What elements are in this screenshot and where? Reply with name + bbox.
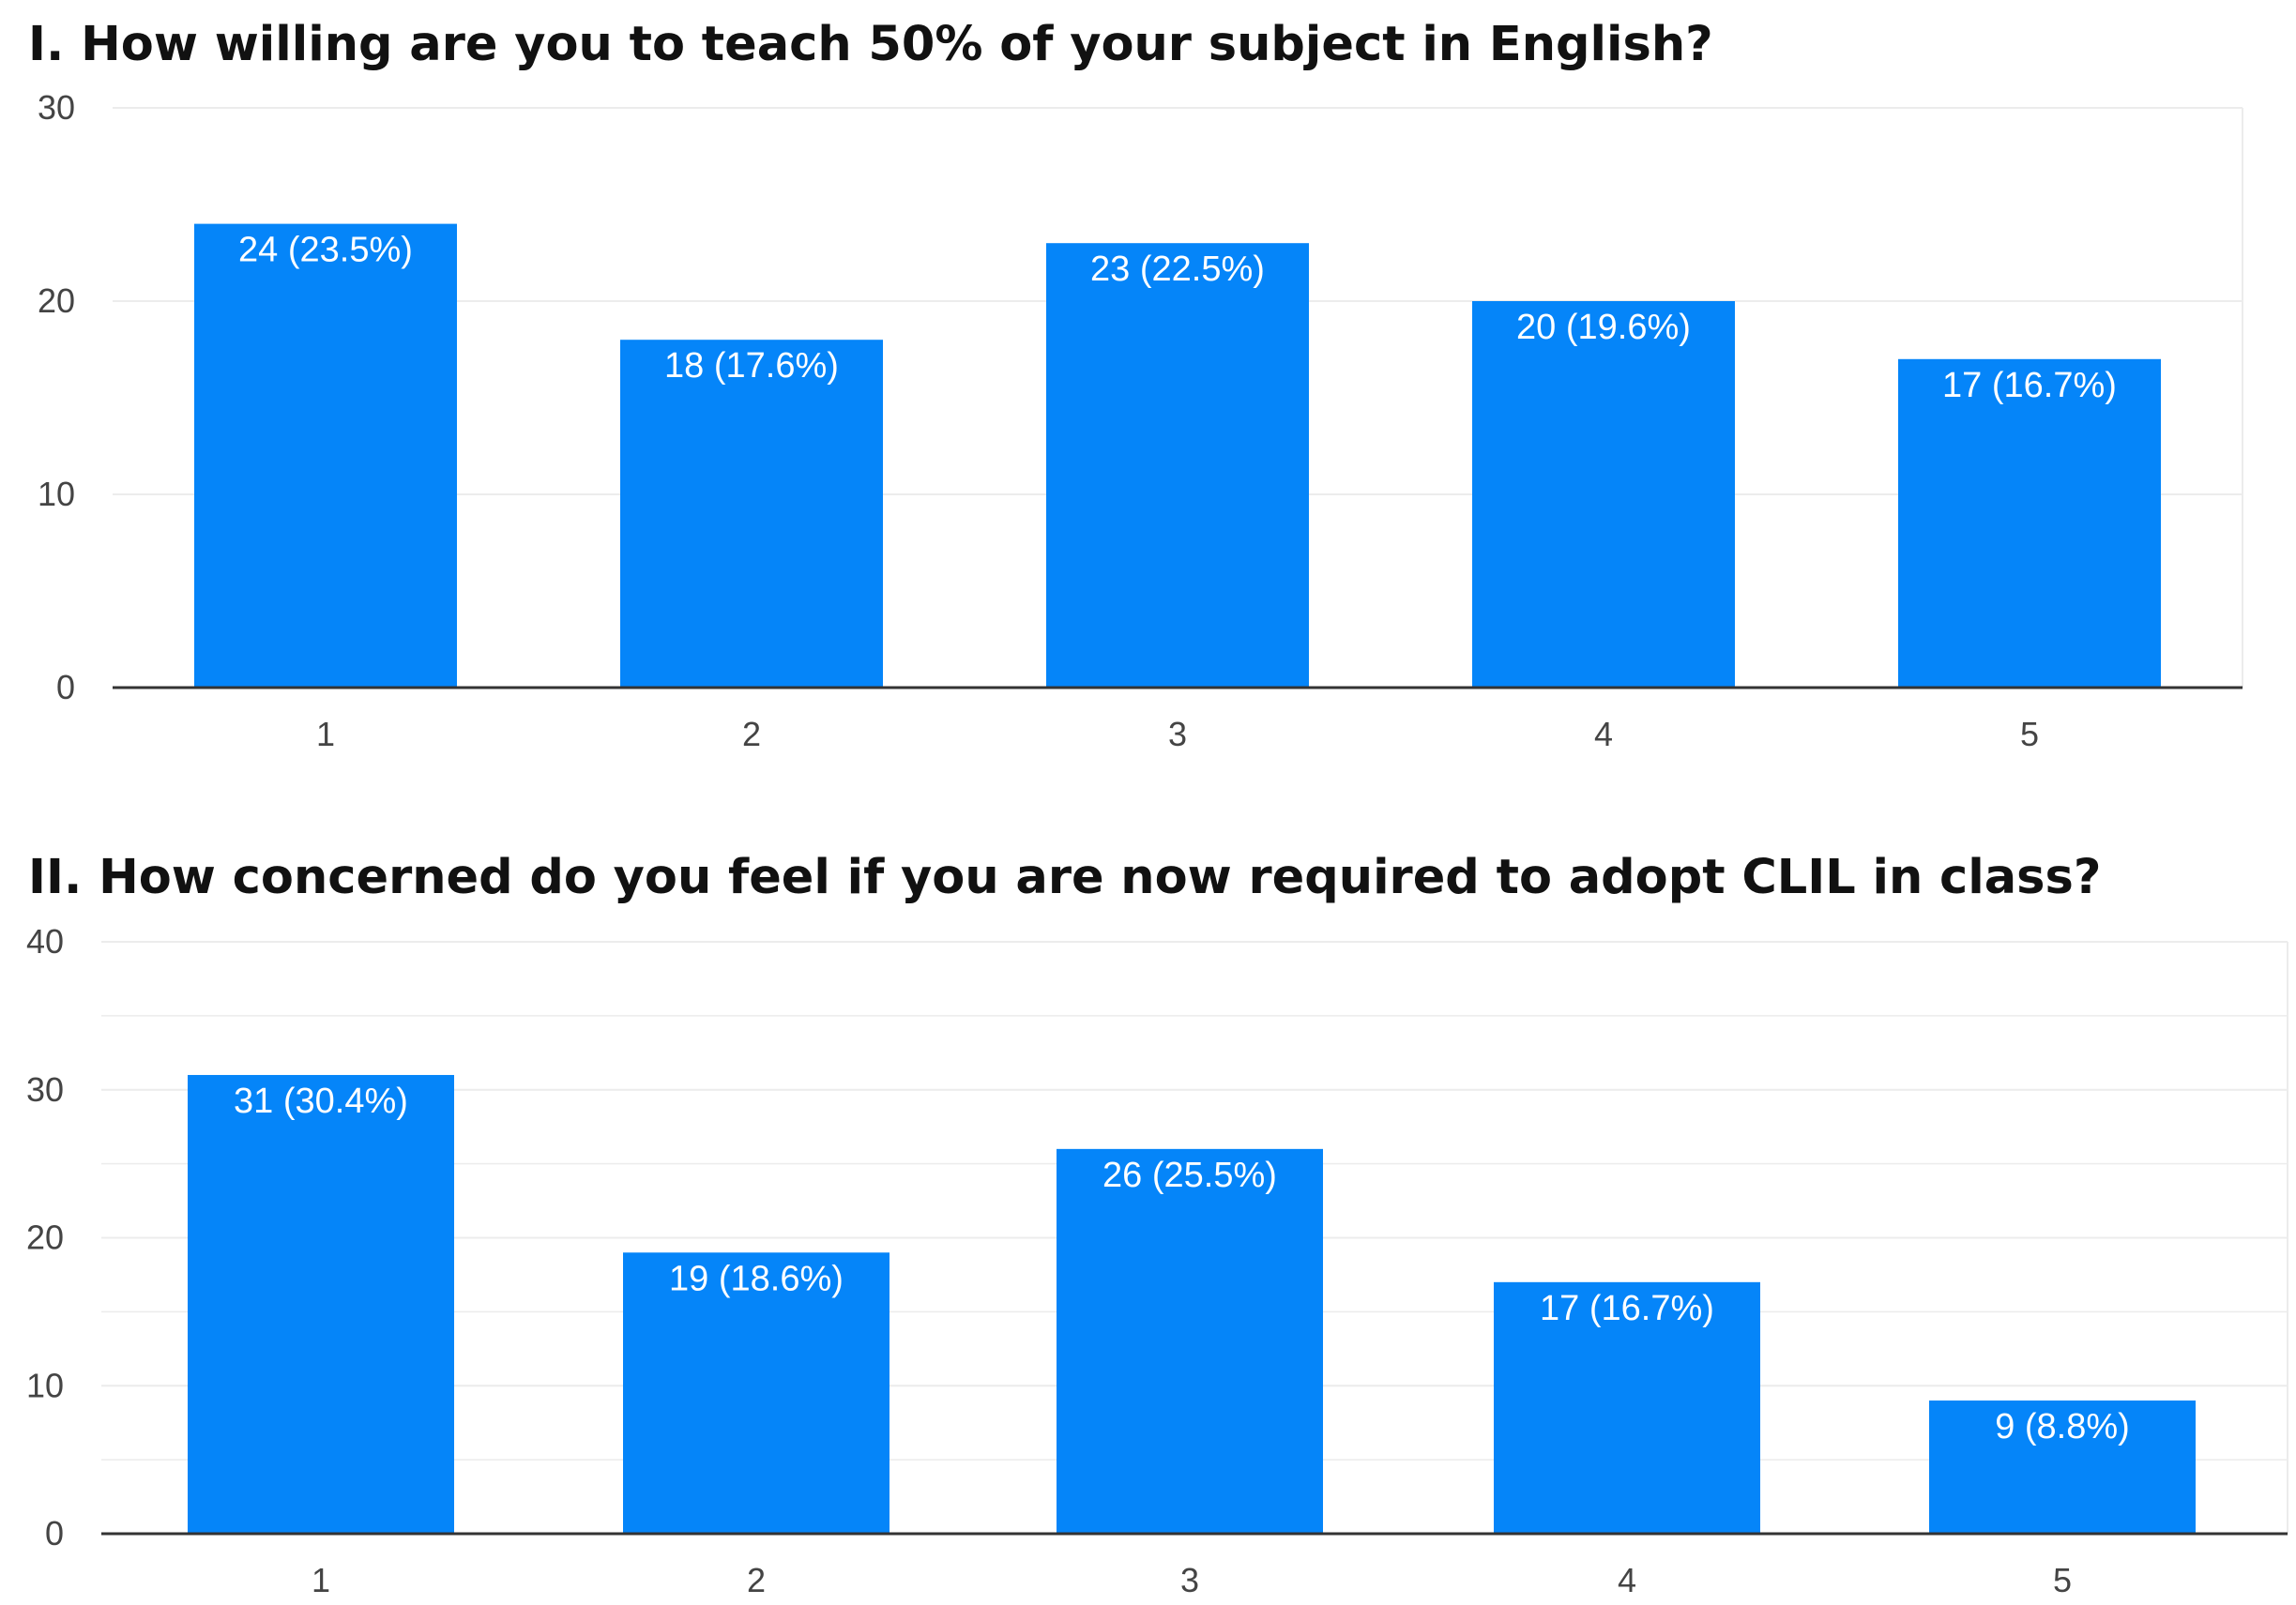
- chart-1-plot: 0 10 20 30 24 (23.5%) 1 18 (17.6%) 2 23 (22.5%) 3…: [38, 88, 2243, 753]
- x-tick-label: 3: [1168, 715, 1187, 753]
- chart-1-data-label-3: 23 (22.5%): [1090, 250, 1265, 289]
- chart-2-plot: 0 10 20 30 40 31 (30.4%) 1 19 (18.6%) 2 26 (25.5%…: [26, 922, 2288, 1599]
- y-tick-label: 30: [38, 88, 75, 127]
- chart-2-data-label-1: 31 (30.4%): [234, 1082, 408, 1121]
- y-tick-label: 20: [26, 1219, 64, 1257]
- chart-2-bar-1: [188, 1074, 454, 1534]
- x-tick-label: 1: [312, 1561, 330, 1599]
- x-tick-label: 2: [742, 715, 761, 753]
- chart-1-data-label-2: 18 (17.6%): [664, 346, 839, 386]
- x-tick-label: 4: [1618, 1561, 1636, 1599]
- chart-2-bar-4: [1494, 1281, 1760, 1534]
- chart-1-data-label-4: 20 (19.6%): [1516, 308, 1691, 347]
- chart-1-title: I. How willing are you to teach 50% of y…: [28, 17, 1713, 72]
- chart-2-data-label-5: 9 (8.8%): [1995, 1407, 2130, 1446]
- chart-1-bar-4: [1472, 301, 1735, 688]
- chart-2-bar-3: [1057, 1148, 1323, 1534]
- chart-2-title: II. How concerned do you feel if you are…: [28, 850, 2102, 905]
- y-tick-label: 0: [45, 1514, 64, 1552]
- y-tick-label: 10: [38, 475, 75, 513]
- y-tick-label: 20: [38, 281, 75, 320]
- chart-1-bar-3: [1046, 243, 1309, 688]
- x-tick-label: 5: [2053, 1561, 2072, 1599]
- chart-2-bar-2: [623, 1252, 890, 1534]
- y-tick-label: 0: [56, 668, 75, 706]
- chart-2-data-label-4: 17 (16.7%): [1540, 1289, 1714, 1328]
- x-tick-label: 2: [747, 1561, 766, 1599]
- y-tick-label: 40: [26, 922, 64, 961]
- x-tick-label: 4: [1594, 715, 1613, 753]
- chart-1-bar-1: [194, 223, 457, 688]
- y-tick-label: 30: [26, 1070, 64, 1109]
- chart-2-data-label-3: 26 (25.5%): [1102, 1156, 1277, 1195]
- x-tick-label: 5: [2020, 715, 2039, 753]
- chart-1-bar-2: [620, 340, 883, 688]
- y-tick-label: 10: [26, 1366, 64, 1404]
- x-tick-label: 3: [1180, 1561, 1199, 1599]
- chart-1-data-label-1: 24 (23.5%): [238, 231, 413, 270]
- x-tick-label: 1: [316, 715, 335, 753]
- chart-1-data-label-5: 17 (16.7%): [1942, 366, 2117, 405]
- chart-2-data-label-2: 19 (18.6%): [669, 1259, 844, 1298]
- chart-1-bar-5: [1898, 358, 2161, 688]
- chart-2-bar-5: [1929, 1401, 2196, 1534]
